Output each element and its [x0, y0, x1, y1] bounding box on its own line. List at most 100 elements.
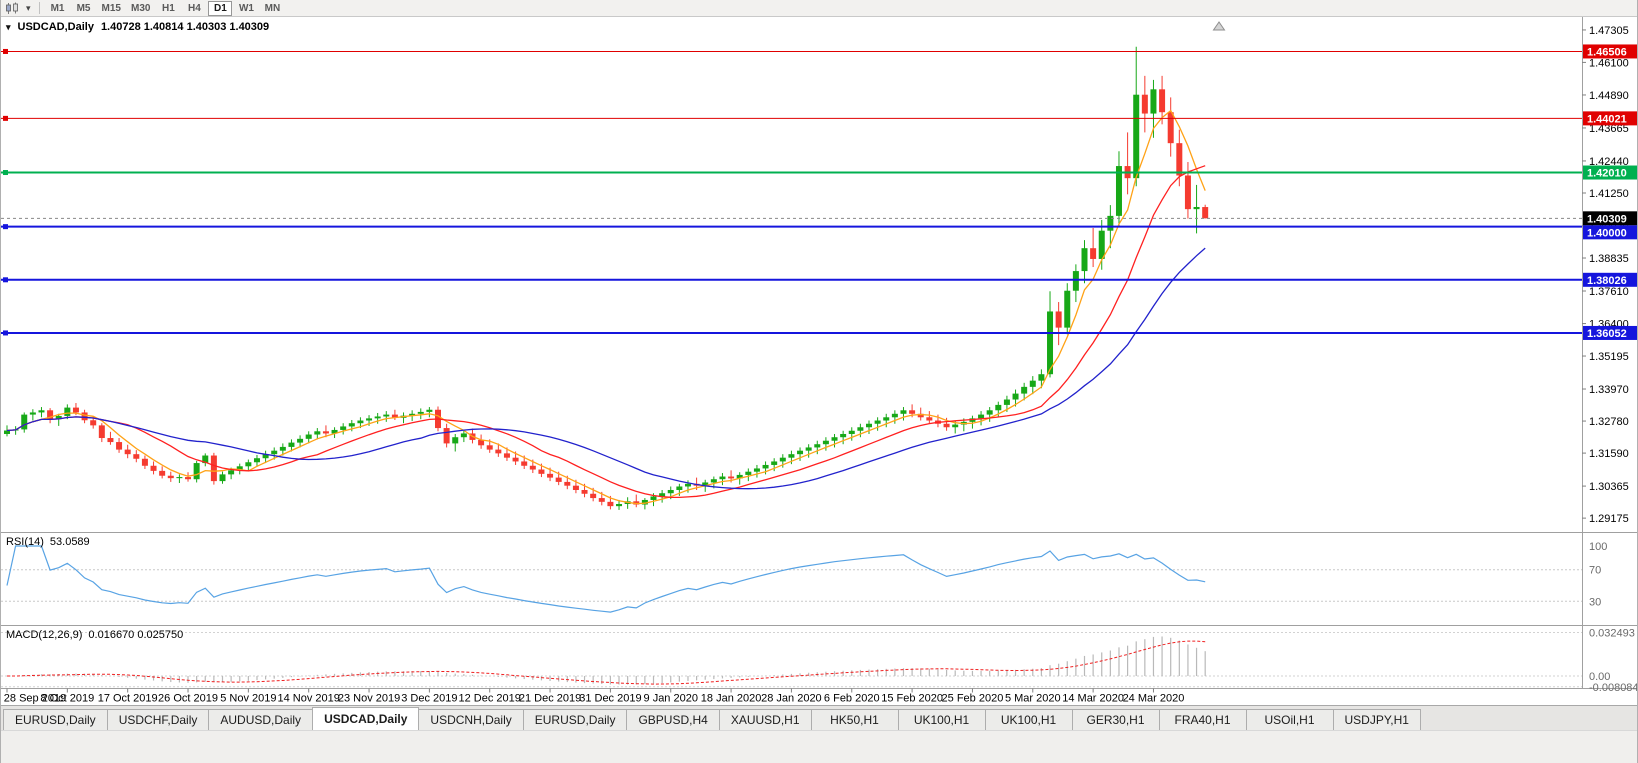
timeframe-button-m30[interactable]: M30: [127, 1, 154, 16]
line-anchor-handle[interactable]: [3, 48, 8, 54]
axis-label: 17 Oct 2019: [98, 693, 158, 705]
line-anchor-handle[interactable]: [3, 330, 8, 336]
candle: [874, 417, 881, 431]
chart-tab-eurusd-daily[interactable]: EURUSD,Daily: [3, 709, 108, 730]
axis-label: 26 Oct 2019: [158, 693, 218, 705]
price-badge-1.36052: [1583, 325, 1637, 340]
timeframe-button-h1[interactable]: H1: [156, 1, 180, 16]
candle: [866, 420, 872, 434]
chart-tab-usdchf-daily[interactable]: USDCHF,Daily: [106, 709, 210, 730]
axis-label: 28 Sep 2019: [4, 693, 66, 705]
chart-tab-xauusd-h1[interactable]: XAUUSD,H1: [718, 709, 812, 730]
candle: [848, 427, 855, 441]
candle: [141, 455, 148, 469]
candle: [253, 454, 260, 467]
candle: [1012, 389, 1019, 407]
chart-tab-eurusd-daily[interactable]: EURUSD,Daily: [522, 709, 628, 730]
line-anchor-handle[interactable]: [3, 224, 8, 230]
candle: [29, 409, 36, 421]
price-badge-1.38026: [1583, 272, 1637, 287]
timeframe-button-mn[interactable]: MN: [260, 1, 284, 16]
chart-tab-audusd-daily[interactable]: AUDUSD,Daily: [208, 709, 314, 730]
price-chart-canvas[interactable]: 1.47305 1.46100 1.44890 1.43665 1.42440 1.412…: [1, 17, 1638, 705]
chart-type-icon[interactable]: [4, 1, 22, 16]
candle: [279, 443, 286, 456]
axis-label: 28 Jan 2020: [761, 693, 822, 705]
axis-label: -0.008084: [1589, 682, 1638, 694]
candle: [452, 433, 459, 452]
candle: [1098, 219, 1105, 270]
candle: [478, 434, 485, 449]
candle: [443, 423, 450, 448]
candle: [133, 450, 140, 463]
axis-label: 1.44890: [1589, 90, 1629, 102]
line-anchor-handle[interactable]: [3, 170, 8, 176]
chart-tab-fra40-h1[interactable]: FRA40,H1: [1158, 709, 1247, 730]
line-anchor-handle[interactable]: [3, 277, 8, 283]
axis-label: 1.47305: [1589, 25, 1629, 37]
candle: [305, 431, 312, 444]
candle: [245, 459, 252, 471]
candle: [331, 427, 338, 439]
candle: [719, 473, 726, 486]
toolbar-separator: [38, 2, 40, 14]
candle: [4, 425, 10, 437]
axis-label: 1.33970: [1589, 384, 1629, 396]
candle: [840, 430, 847, 445]
timeframe-button-h4[interactable]: H4: [182, 1, 206, 16]
candle: [1167, 97, 1174, 157]
candle: [891, 410, 898, 424]
candle: [47, 408, 54, 424]
candle: [1055, 302, 1062, 346]
chart-tab-usdcad-daily[interactable]: USDCAD,Daily: [312, 707, 420, 730]
timeframe-button-m15[interactable]: M15: [98, 1, 125, 16]
axis-label: 1.46100: [1589, 57, 1629, 69]
timeframe-button-m5[interactable]: M5: [72, 1, 96, 16]
axis-label: 12 Dec 2019: [459, 693, 521, 705]
candle: [883, 413, 890, 428]
candle: [322, 425, 329, 438]
chart-tab-usdjpy-h1[interactable]: USDJPY,H1: [1332, 709, 1421, 730]
chart-tab-uk100-h1[interactable]: UK100,H1: [897, 709, 986, 730]
chart-symbol-label: USDCAD,Daily: [17, 21, 94, 33]
chart-shift-marker-icon[interactable]: [1212, 21, 1226, 31]
chart-tab-uk100-h1[interactable]: UK100,H1: [984, 709, 1073, 730]
candle: [986, 407, 993, 422]
candle: [107, 431, 114, 445]
chart-tab-hk50-h1[interactable]: HK50,H1: [810, 709, 899, 730]
candle: [210, 452, 217, 485]
timeframe-button-w1[interactable]: W1: [234, 1, 258, 16]
chart-tabs-bar: EURUSD,Daily USDCHF,Daily AUDUSD,Daily USDC…: [1, 705, 1637, 730]
candle: [417, 408, 424, 420]
chart-tab-usdcnh-daily[interactable]: USDCNH,Daily: [418, 709, 524, 730]
candle: [1081, 240, 1088, 284]
pane-separators: [1, 17, 1637, 689]
candle: [1159, 75, 1166, 125]
chart-background: [1, 17, 1637, 705]
candle: [1021, 382, 1028, 401]
candles-layer: [4, 46, 1209, 510]
candle: [805, 444, 812, 458]
candle: [797, 447, 804, 461]
timeframe-button-m1[interactable]: M1: [46, 1, 70, 16]
chart-tab-gbpusd-h4[interactable]: GBPUSD,H4: [626, 709, 720, 730]
price-badge-1.44021: [1583, 111, 1637, 126]
axis-label: 0.032493: [1589, 628, 1635, 640]
axis-label: 1.42440: [1589, 156, 1629, 168]
axis-label: 1.35195: [1589, 351, 1629, 363]
chart-type-dropdown-caret-icon[interactable]: ▾: [26, 2, 31, 13]
timeframe-button-d1[interactable]: D1: [208, 0, 233, 16]
line-anchor-handle[interactable]: [3, 115, 8, 121]
candle: [1038, 369, 1045, 389]
one-click-trading-arrow-icon[interactable]: ▾: [6, 21, 11, 32]
chart-tab-ger30-h1[interactable]: GER30,H1: [1071, 709, 1160, 730]
candle: [495, 443, 502, 457]
candle: [193, 460, 200, 483]
candle: [1115, 151, 1122, 227]
support-resistance-lines: [1, 48, 1582, 336]
candle: [1047, 291, 1054, 378]
timeframe-buttons-group: M1 M5 M15 M30 H1 H4 D1 W1 MN: [46, 0, 285, 16]
chart-tab-usoil-h1[interactable]: USOil,H1: [1245, 709, 1334, 730]
axis-label: 24 Mar 2020: [1123, 693, 1185, 705]
